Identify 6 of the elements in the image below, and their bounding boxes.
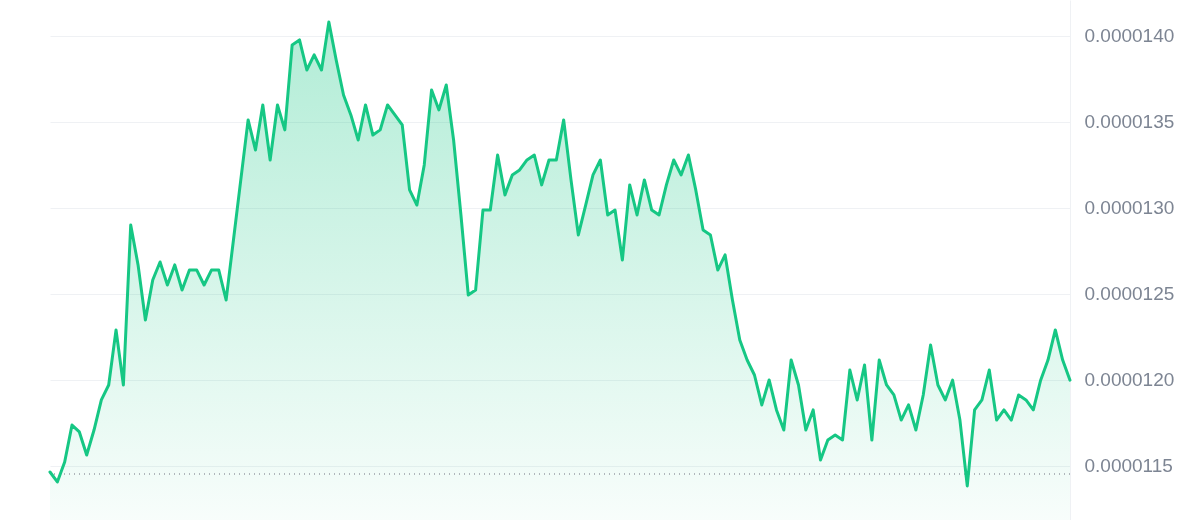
y-tick-label: 0.0000130 — [1084, 197, 1175, 219]
y-tick-label: 0.0000115 — [1084, 455, 1173, 477]
y-tick-label: 0.0000140 — [1084, 25, 1175, 47]
y-tick-label: 0.0000125 — [1084, 283, 1175, 305]
y-tick-label: 0.0000135 — [1084, 111, 1175, 133]
y-tick-label: 0.0000120 — [1084, 369, 1175, 391]
